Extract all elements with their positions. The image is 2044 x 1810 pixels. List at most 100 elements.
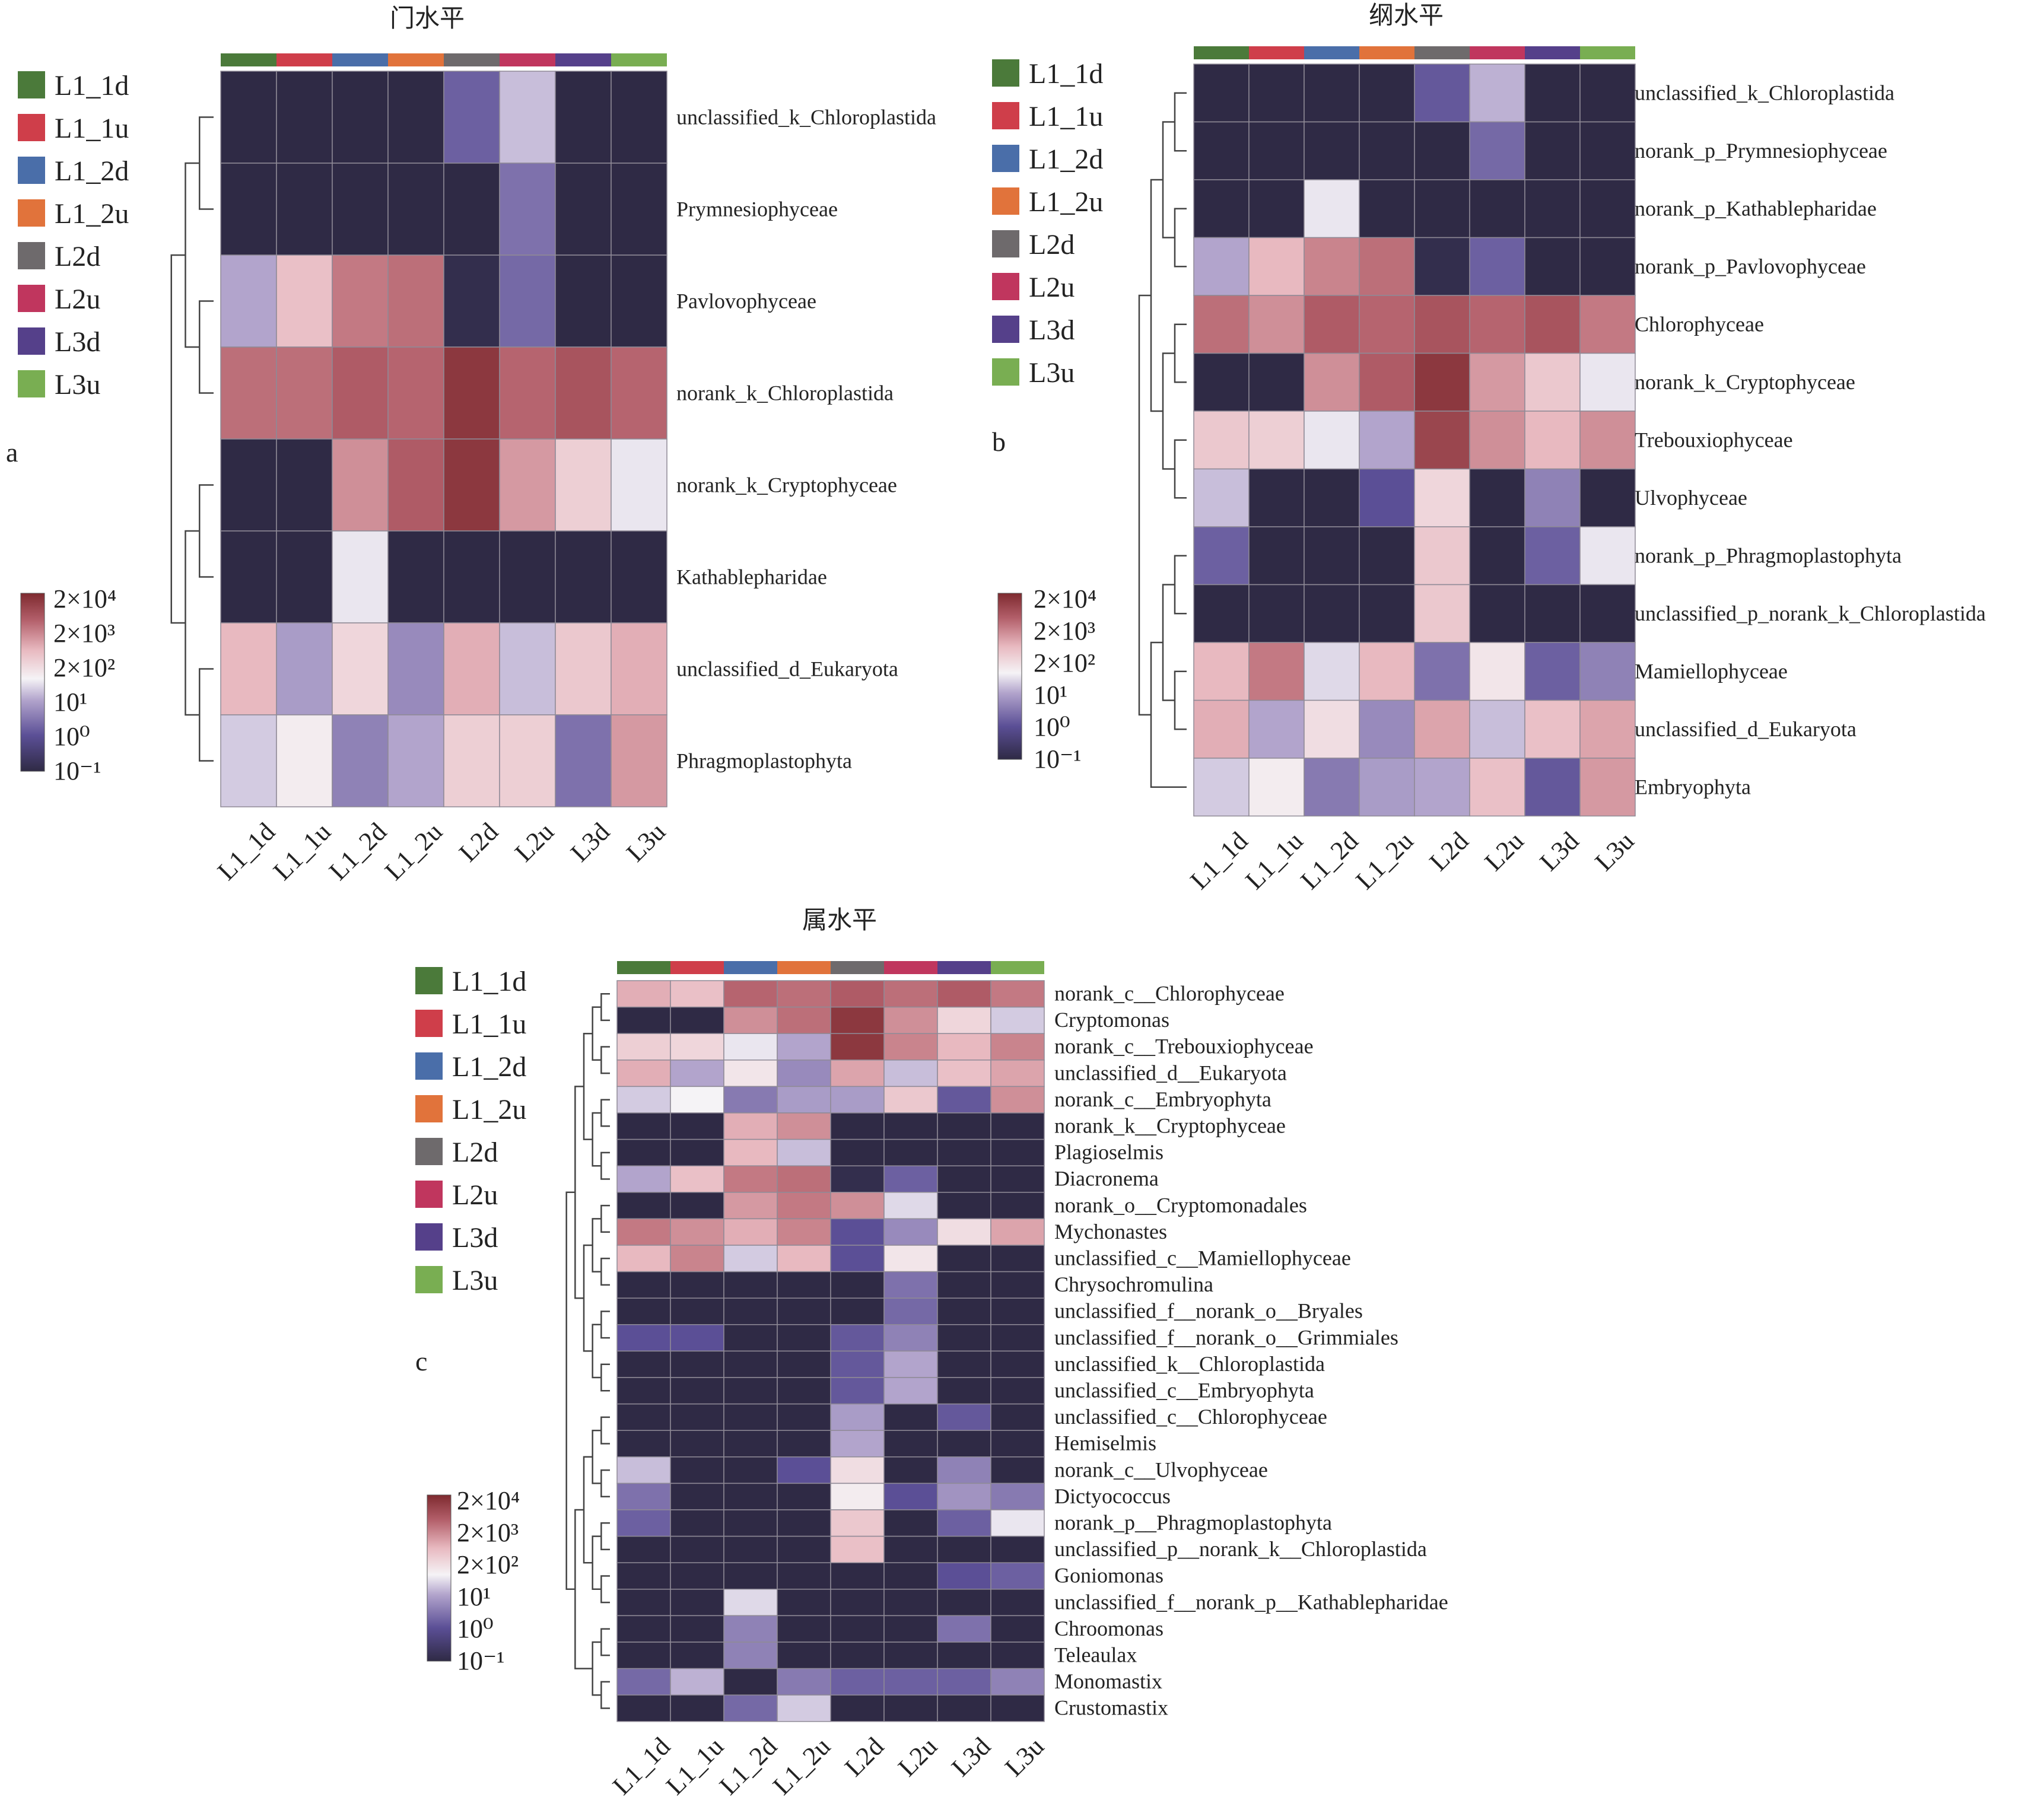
heatmap-cell <box>616 1112 671 1140</box>
legend-swatch <box>992 102 1019 129</box>
column-label: L1_1u <box>1240 826 1309 895</box>
row-label: norank_k_Chloroplastida <box>676 381 894 405</box>
heatmap-cell <box>883 1086 938 1114</box>
heatmap-cell <box>1579 526 1636 586</box>
row-label: unclassified_d_Eukaryota <box>676 657 898 680</box>
legend-swatch <box>415 1095 443 1122</box>
column-label: L3u <box>621 817 671 867</box>
heatmap-cell <box>777 1403 831 1431</box>
heatmap-cell <box>1469 468 1525 527</box>
heatmap-cell <box>1414 526 1470 586</box>
heatmap-cell <box>883 1403 938 1431</box>
heatmap-cell <box>937 1060 991 1087</box>
heatmap-cell <box>723 1060 778 1087</box>
legend-swatch <box>18 370 45 397</box>
panel-a: 门水平 unclassified_k_Chloroplastida Prymnesi… <box>6 4 936 886</box>
legend-swatch <box>992 316 1019 343</box>
group-color-bar <box>1414 46 1470 59</box>
row-label: norank_p_Prymnesiophyceae <box>1635 139 1887 163</box>
color-scale-tick-label: 10⁻¹ <box>53 756 101 785</box>
legend-swatch <box>415 1138 443 1165</box>
heatmap-cell <box>220 346 277 440</box>
heatmap-cell <box>1469 411 1525 470</box>
heatmap-cell <box>616 1668 671 1696</box>
heatmap-cell <box>1304 295 1360 354</box>
heatmap-cell <box>1193 63 1250 123</box>
heatmap-cell <box>723 1138 778 1166</box>
heatmap-cell <box>1248 295 1305 354</box>
heatmap-cell <box>1248 584 1305 643</box>
color-scale-tick-label: 2×10⁴ <box>457 1486 520 1515</box>
heatmap-cell <box>777 980 831 1008</box>
heatmap-cell <box>332 622 389 715</box>
color-scale-tick-label: 2×10² <box>53 653 115 682</box>
color-scale-tick-label: 2×10² <box>457 1550 519 1579</box>
legend-swatch <box>18 285 45 312</box>
heatmap-cell <box>883 1138 938 1166</box>
row-label: Crustomastix <box>1054 1696 1168 1720</box>
group-color-bar <box>777 961 831 974</box>
legend-swatch <box>992 230 1019 257</box>
dendrogram-branch <box>1162 121 1175 238</box>
legend-label: L2u <box>452 1179 498 1211</box>
panel-title: 门水平 <box>390 4 465 33</box>
heatmap-cell <box>777 1033 831 1061</box>
row-label: Plagioselmis <box>1054 1140 1164 1164</box>
heatmap-cell <box>611 71 667 164</box>
heatmap-cell <box>937 1112 991 1140</box>
color-scale-tick-label: 2×10³ <box>457 1518 519 1547</box>
heatmap-cell <box>1414 699 1470 759</box>
row-label: norank_k__Cryptophyceae <box>1054 1114 1286 1138</box>
heatmap-cell <box>1304 63 1360 123</box>
row-label: Phragmoplastophyta <box>676 749 852 772</box>
heatmap-cell <box>830 1350 885 1378</box>
heatmap-cell <box>883 1562 938 1590</box>
heatmap-cell <box>1579 584 1636 643</box>
color-scale-tick-label: 2×10⁴ <box>1034 584 1096 613</box>
heatmap-cell <box>723 1456 778 1484</box>
legend-label: L1_2u <box>452 1094 526 1125</box>
heatmap-cell <box>883 1350 938 1378</box>
heatmap-cell <box>990 1324 1045 1352</box>
heatmap-cell <box>883 1324 938 1352</box>
heatmap-cell <box>883 1165 938 1193</box>
group-color-bar <box>500 53 555 66</box>
heatmap-cell <box>670 1589 724 1617</box>
heatmap-cell <box>1359 411 1415 470</box>
panel-letter: b <box>992 427 1006 457</box>
heatmap-cell <box>387 346 444 440</box>
row-label: unclassified_d__Eukaryota <box>1054 1061 1287 1084</box>
dendrogram-branch <box>600 1046 610 1074</box>
row-label: unclassified_k_Chloroplastida <box>676 105 936 129</box>
row-label: Pavlovophyceae <box>676 289 816 313</box>
color-scale-bar <box>997 593 1022 760</box>
heatmap-cell <box>1469 352 1525 412</box>
heatmap-cell <box>670 1535 724 1563</box>
column-label: L1_2u <box>379 817 448 886</box>
heatmap-cell <box>1304 584 1360 643</box>
heatmap-cell <box>670 1694 724 1722</box>
heatmap-cell <box>1193 352 1250 412</box>
legend-label: L1_1u <box>1029 101 1103 132</box>
heatmap-cell <box>883 1694 938 1722</box>
group-color-bar <box>1304 46 1359 59</box>
dendrogram-branch <box>565 1191 576 1590</box>
row-label: norank_c__Chlorophyceae <box>1054 982 1285 1006</box>
group-color-bar <box>388 53 444 66</box>
heatmap-cell <box>555 438 612 532</box>
heatmap-cell <box>723 1165 778 1193</box>
dendrogram-branch <box>592 1324 602 1379</box>
color-scale-bar <box>20 593 45 772</box>
heatmap-cell <box>670 1033 724 1061</box>
heatmap-cell <box>883 1245 938 1273</box>
heatmap-cell <box>830 1006 885 1034</box>
heatmap-cell <box>1414 179 1470 238</box>
legend-swatch <box>992 273 1019 300</box>
heatmap-cell <box>1469 526 1525 586</box>
heatmap-cell <box>1248 758 1305 817</box>
dendrogram-branch <box>1150 179 1163 412</box>
heatmap-cell <box>830 1112 885 1140</box>
heatmap-cell <box>937 1006 991 1034</box>
heatmap-cell <box>990 1535 1045 1563</box>
heatmap-cell <box>1579 699 1636 759</box>
